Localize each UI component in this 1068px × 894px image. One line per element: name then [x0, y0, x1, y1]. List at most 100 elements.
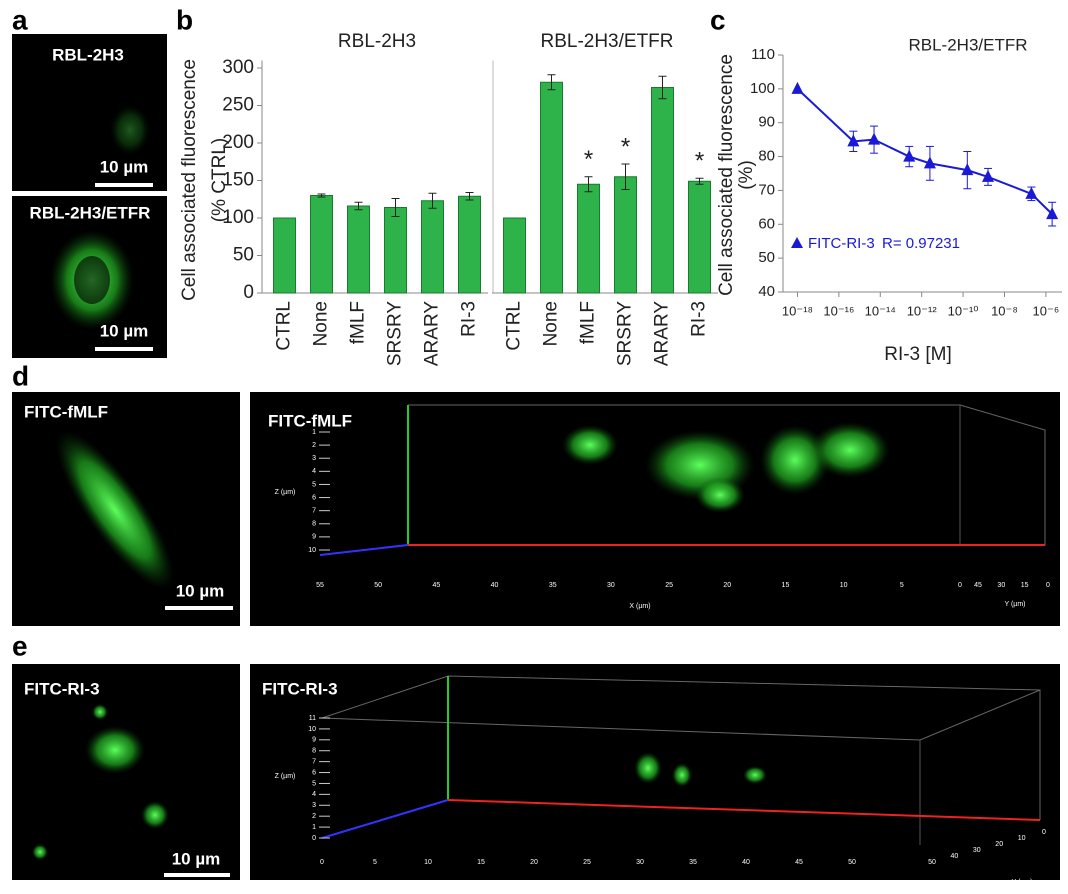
x-tick-label: 30: [636, 859, 644, 866]
axis-line: [319, 544, 409, 556]
signal: [634, 752, 767, 787]
x-tick-label: None: [541, 301, 562, 346]
y-tick-label: 0: [1042, 829, 1046, 836]
y-axis-label: (%): [736, 160, 757, 190]
error-bar: [428, 192, 437, 209]
marker: [1046, 207, 1059, 220]
scale-bar-label: 10 µm: [176, 581, 225, 600]
chart-title: RBL-2H3/ETFR: [908, 35, 1027, 54]
z-tick-label: 9: [312, 534, 316, 541]
image-title: FITC-fMLF: [24, 402, 108, 421]
scale-bar-label: 10 µm: [100, 321, 149, 340]
marker: [961, 163, 974, 176]
x-tick-label: 10⁻¹⁰: [948, 303, 979, 318]
panel-label: b: [176, 4, 193, 35]
panel-label: e: [12, 630, 28, 661]
z-tick-label: 3: [312, 802, 316, 809]
x-tick-label: ARARY: [422, 301, 443, 366]
y-axis-label: (% CTRL): [209, 138, 230, 222]
x-tick-label: RI-3: [689, 301, 710, 337]
y-tick-label: 40: [758, 283, 775, 300]
x-tick-label: 35: [549, 582, 557, 589]
axis-line: [447, 799, 1041, 821]
y-axis-label: Y (µm): [1004, 601, 1025, 608]
scale-bar: [164, 873, 230, 877]
z-tick-label: 6: [312, 769, 316, 776]
series-line: [796, 88, 1053, 215]
image-title: RBL-2H3: [52, 45, 124, 64]
x-tick-label: 10⁻⁶: [1033, 303, 1060, 318]
z-tick-label: 11: [309, 715, 316, 722]
x-tick-label: 35: [689, 859, 697, 866]
z-tick-label: 10: [308, 726, 316, 733]
z-tick-label: 2: [312, 813, 316, 820]
y-tick-label: 90: [758, 114, 775, 131]
box-edge: [321, 675, 1041, 820]
x-tick-label: 5: [373, 859, 377, 866]
y-tick-label: 50: [758, 249, 775, 266]
x-tick-label: 40: [742, 859, 750, 866]
x-tick-label: ARARY: [652, 301, 673, 366]
x-tick-label: CTRL: [274, 301, 295, 351]
x-axis-label: RI-3 [M]: [884, 344, 952, 365]
x-tick-label: 10⁻¹⁶: [823, 303, 854, 318]
z-tick-label: 5: [312, 481, 316, 488]
panel-label: a: [12, 4, 28, 35]
x-tick-label: SRSRY: [615, 301, 636, 366]
z-tick-label: 6: [312, 494, 316, 501]
x-tick-label: 45: [795, 859, 803, 866]
z-tick-label: 1: [312, 429, 316, 436]
y-tick-label: 50: [233, 245, 254, 266]
x-tick-label: CTRL: [504, 301, 525, 351]
error-bar: [391, 198, 400, 217]
x-axis-label: X (µm): [629, 603, 650, 610]
y-tick-label: 250: [222, 95, 254, 116]
marker: [868, 132, 881, 145]
x-tick-label: 10⁻⁸: [991, 303, 1018, 318]
image-title: RBL-2H3/ETFR: [30, 203, 151, 222]
y-axis-label: Cell associated fluorescence: [179, 59, 200, 301]
x-tick-label: 10: [424, 859, 432, 866]
bar: [614, 176, 637, 294]
z-tick-label: 5: [312, 780, 316, 787]
y-tick-label: 15: [1021, 582, 1029, 589]
x-tick-label: 0: [320, 859, 324, 866]
y-tick-label: 30: [997, 582, 1005, 589]
marker: [847, 134, 860, 147]
y-tick-label: 60: [758, 215, 775, 232]
error-bar: [465, 192, 474, 201]
x-tick-label: RI-3: [459, 301, 480, 337]
x-tick-label: 15: [477, 859, 485, 866]
z-tick-label: 7: [312, 508, 316, 515]
group-title: RBL-2H3: [338, 31, 416, 52]
x-tick-label: 55: [316, 582, 324, 589]
marker: [903, 149, 916, 162]
bar: [384, 207, 407, 294]
bar: [310, 195, 333, 294]
bar: [503, 217, 526, 294]
z-tick-label: 1: [312, 824, 316, 831]
bar: [651, 87, 674, 294]
annotation: R= 0.97231: [882, 235, 960, 252]
y-tick-label: 50: [928, 859, 936, 866]
z-tick-label: 8: [312, 521, 316, 528]
x-tick-label: SRSRY: [385, 301, 406, 366]
z-tick-label: 0: [312, 835, 316, 842]
bar: [421, 200, 444, 294]
x-tick-label: 25: [665, 582, 673, 589]
error-bar: [621, 163, 630, 190]
signal: [74, 256, 110, 304]
z-axis-label: Z (µm): [275, 489, 296, 496]
y-tick-label: 10: [1018, 835, 1026, 842]
marker: [1025, 186, 1038, 199]
error-bar: [354, 201, 363, 211]
x-tick-label: 15: [782, 582, 790, 589]
x-tick-label: 20: [530, 859, 538, 866]
axis-line: [321, 799, 449, 839]
x-tick-label: 40: [491, 582, 499, 589]
y-tick-label: 80: [758, 148, 775, 165]
x-axis-label: X (µm): [629, 881, 650, 888]
x-tick-label: fMLF: [348, 301, 369, 344]
bar: [540, 81, 563, 294]
